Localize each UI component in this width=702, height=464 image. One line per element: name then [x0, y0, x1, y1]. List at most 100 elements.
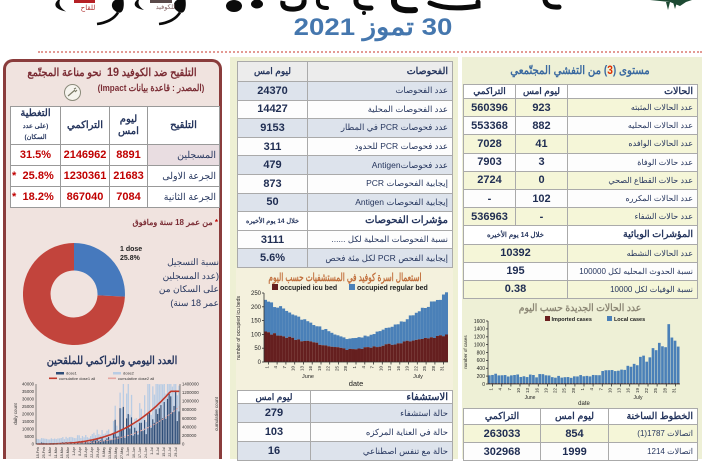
svg-text:800: 800: [477, 350, 486, 356]
svg-text:1400000: 1400000: [182, 382, 199, 387]
svg-text:15-Apr: 15-Apr: [84, 446, 88, 458]
svg-text:10: 10: [607, 388, 612, 394]
svg-text:dose1: dose1: [66, 371, 78, 376]
svg-text:1400: 1400: [474, 327, 485, 333]
svg-text:3-Jun: 3-Jun: [126, 447, 130, 456]
svg-text:1000000: 1000000: [182, 399, 199, 404]
svg-text:1-Jul: 1-Jul: [150, 447, 154, 455]
svg-text:June: June: [302, 374, 314, 380]
svg-text:28: 28: [571, 388, 576, 394]
svg-text:200: 200: [251, 305, 262, 311]
svg-text:June: June: [525, 395, 536, 401]
svg-text:19: 19: [543, 388, 548, 394]
svg-text:0: 0: [258, 360, 262, 366]
svg-text:date: date: [349, 379, 364, 388]
svg-text:800000: 800000: [182, 407, 197, 412]
svg-text:19: 19: [405, 366, 410, 372]
svg-text:5000: 5000: [24, 434, 34, 439]
svg-text:cumulative dose1 all: cumulative dose1 all: [59, 376, 95, 381]
svg-text:cumulative count: cumulative count: [214, 396, 219, 431]
svg-text:19: 19: [635, 388, 640, 394]
svg-text:100: 100: [251, 332, 262, 338]
svg-text:7: 7: [370, 366, 375, 369]
svg-text:10-Jun: 10-Jun: [132, 447, 136, 458]
svg-text:18-Mar: 18-Mar: [60, 446, 64, 458]
svg-text:250: 250: [251, 291, 262, 297]
svg-text:1000: 1000: [474, 342, 485, 348]
svg-text:50: 50: [254, 346, 261, 352]
svg-text:10000: 10000: [22, 427, 35, 432]
svg-text:600: 600: [477, 358, 486, 364]
svg-text:13-May: 13-May: [108, 447, 112, 459]
svg-text:25: 25: [335, 366, 340, 372]
svg-text:25-Feb: 25-Feb: [42, 447, 46, 458]
svg-text:25000: 25000: [22, 404, 35, 409]
svg-text:13: 13: [387, 366, 392, 372]
svg-text:16: 16: [534, 388, 539, 394]
svg-text:29-Jul: 29-Jul: [174, 447, 178, 457]
svg-text:1600: 1600: [474, 319, 485, 325]
svg-text:16: 16: [308, 366, 313, 372]
svg-text:13: 13: [525, 388, 530, 394]
svg-text:35000: 35000: [22, 389, 35, 394]
svg-text:number of occupied icu beds: number of occupied icu beds: [236, 296, 242, 360]
svg-text:1200: 1200: [474, 335, 485, 341]
svg-text:7: 7: [507, 388, 512, 391]
svg-text:27-May: 27-May: [120, 447, 124, 459]
svg-text:10: 10: [378, 366, 383, 372]
svg-text:4: 4: [589, 388, 594, 391]
svg-text:13: 13: [299, 366, 304, 372]
svg-text:1-Apr: 1-Apr: [72, 446, 76, 456]
svg-text:22: 22: [553, 388, 558, 394]
svg-text:10: 10: [516, 388, 521, 394]
svg-text:6-May: 6-May: [102, 447, 106, 457]
svg-text:25: 25: [422, 366, 427, 372]
svg-text:29-Apr: 29-Apr: [96, 446, 100, 458]
svg-text:18-Feb: 18-Feb: [36, 447, 40, 458]
svg-text:31: 31: [440, 366, 445, 372]
svg-text:22: 22: [644, 388, 649, 394]
svg-text:20000: 20000: [22, 412, 35, 417]
svg-text:17-Jun: 17-Jun: [138, 447, 142, 458]
svg-text:daily count: daily count: [13, 402, 18, 424]
svg-text:July: July: [634, 395, 643, 401]
svg-text:28: 28: [343, 366, 348, 372]
svg-text:15000: 15000: [22, 419, 35, 424]
svg-text:number of cases: number of cases: [463, 335, 468, 369]
svg-text:22-Jul: 22-Jul: [168, 447, 172, 457]
svg-text:22-Apr: 22-Apr: [90, 446, 94, 458]
svg-text:31: 31: [671, 388, 676, 394]
svg-text:cumulative dose2 all: cumulative dose2 all: [118, 376, 154, 381]
svg-text:7: 7: [598, 388, 603, 391]
svg-text:19: 19: [317, 366, 322, 372]
svg-text:4: 4: [498, 388, 503, 391]
svg-text:400000: 400000: [182, 424, 197, 429]
svg-text:0: 0: [482, 382, 485, 388]
svg-text:15-Jul: 15-Jul: [162, 447, 166, 457]
svg-text:July: July: [413, 374, 423, 380]
svg-text:8-Jul: 8-Jul: [156, 447, 160, 455]
svg-text:0: 0: [32, 442, 35, 447]
svg-text:11-Mar: 11-Mar: [54, 446, 58, 458]
svg-text:25: 25: [562, 388, 567, 394]
svg-text:40000: 40000: [22, 382, 35, 387]
svg-text:16: 16: [396, 366, 401, 372]
svg-text:1: 1: [264, 366, 269, 369]
svg-text:4-Mar: 4-Mar: [48, 446, 52, 456]
svg-text:1: 1: [489, 388, 494, 391]
svg-text:0: 0: [182, 442, 185, 447]
svg-text:22: 22: [413, 366, 418, 372]
svg-text:24-Jun: 24-Jun: [144, 447, 148, 458]
svg-text:4: 4: [273, 366, 278, 369]
svg-text:20-May: 20-May: [114, 447, 118, 459]
svg-text:28: 28: [431, 366, 436, 372]
svg-text:8-Apr: 8-Apr: [78, 446, 82, 456]
svg-text:dose2: dose2: [123, 371, 135, 376]
svg-text:600000: 600000: [182, 416, 197, 421]
svg-text:7: 7: [282, 366, 287, 369]
svg-text:25: 25: [653, 388, 658, 394]
svg-text:10: 10: [291, 366, 296, 372]
svg-text:28: 28: [662, 388, 667, 394]
svg-text:4: 4: [361, 366, 366, 369]
svg-text:22: 22: [326, 366, 331, 372]
